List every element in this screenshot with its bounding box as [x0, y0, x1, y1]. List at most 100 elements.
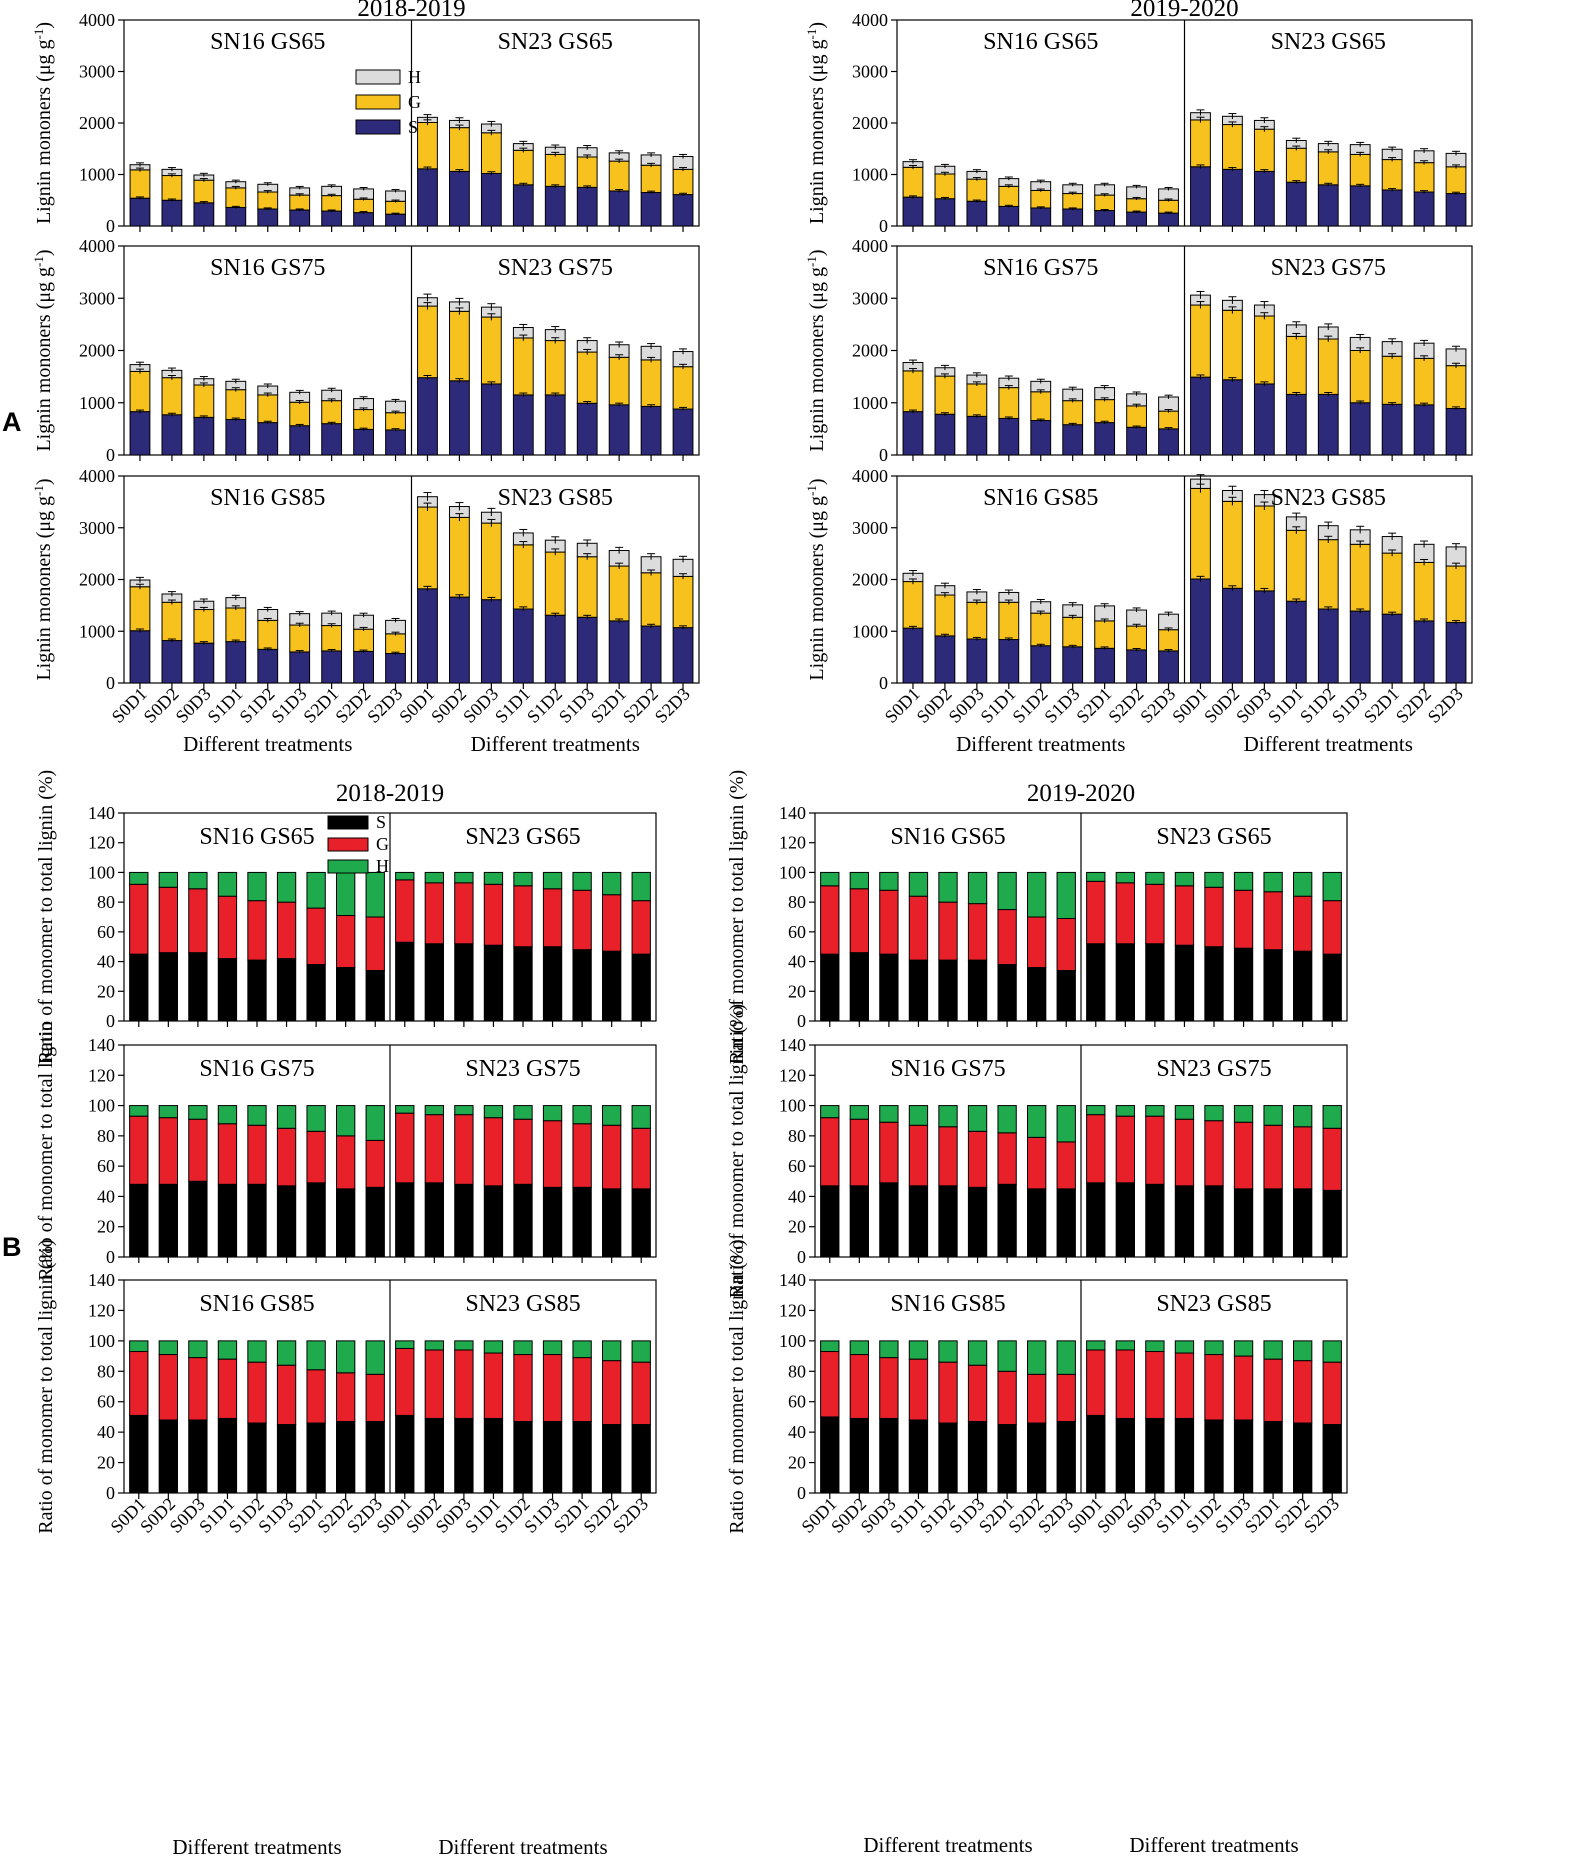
bar-segment-H	[602, 1105, 622, 1126]
bar-segment-S	[1174, 1185, 1195, 1258]
bar-segment-G	[1349, 543, 1371, 612]
bar-segment-H	[572, 1105, 592, 1125]
bar-segment-S	[1158, 212, 1179, 227]
panel-title: SN16 GS75	[199, 1056, 314, 1082]
legend-swatch-G	[327, 837, 369, 852]
y-axis-label-sup: -1	[31, 485, 46, 496]
x-tick-label: S0D3	[459, 684, 502, 727]
bar-segment-H	[158, 871, 178, 888]
panel-A-2018-2019-GS75: 0 1000 2000 3000 4000 Lignin mononers (μg g-1…	[31, 236, 700, 465]
bar-segment-S	[938, 1422, 958, 1494]
bar-segment-H	[602, 871, 622, 896]
x-tick-label: S0D2	[913, 684, 956, 727]
bar-segment-G	[1027, 1373, 1047, 1424]
bar-segment-S	[395, 941, 415, 1022]
y-axis-label-main: Lignin mononers (μg g	[33, 39, 55, 224]
bar-segment-S	[640, 405, 662, 456]
bar-segment-S	[938, 1185, 958, 1258]
bar-segment-G	[631, 1361, 651, 1426]
bar-segment-S	[306, 1422, 326, 1494]
y-tick-label: 140	[779, 1270, 806, 1290]
y-tick-label: 0	[106, 1483, 115, 1503]
y-tick-label: 140	[779, 1035, 806, 1055]
bar-segment-S	[1062, 208, 1084, 227]
bar-segment-S	[385, 213, 406, 227]
bar-segment-S	[672, 408, 694, 456]
y-tick-label: 120	[779, 1300, 806, 1320]
bar-segment-S	[480, 383, 502, 456]
bar-segment-S	[608, 404, 630, 456]
panel-A-2018-2019-GS85: 0 1000 2000 3000 4000 Lignin mononers (μg g-1…	[31, 466, 700, 756]
x-tick-label: S2D1	[587, 684, 630, 727]
x-tick-label: S1D1	[1264, 684, 1307, 727]
bar-segment-S	[483, 944, 504, 1022]
bar-segment-G	[512, 544, 534, 610]
bar-segment-S	[934, 413, 956, 456]
bar-segment-G	[672, 575, 694, 629]
bar-segment-S	[483, 1417, 504, 1494]
x-tick-label: S1D1	[203, 684, 246, 727]
bar-segment-G	[902, 581, 924, 629]
bar-segment-S	[1381, 189, 1403, 227]
x-tick-label: S2D2	[1104, 684, 1147, 727]
bar-segment-H	[129, 1105, 149, 1117]
y-axis-label-sup: -1	[804, 485, 819, 496]
bar-segment-G	[908, 1358, 929, 1421]
x-tick-label: S2D3	[363, 684, 406, 727]
bar-segment-G	[217, 1358, 238, 1419]
bar-segment-S	[1322, 1424, 1342, 1494]
panel-title: SN23 GS65	[465, 824, 580, 850]
bar-segment-H	[1126, 186, 1147, 200]
bar-segment-G	[1445, 166, 1467, 195]
bar-segment-G	[217, 1123, 238, 1185]
bar-segment-G	[544, 340, 566, 396]
bar-segment-G	[129, 169, 151, 199]
bar-segment-S	[934, 198, 956, 227]
y-tick-label: 20	[97, 1217, 115, 1237]
bar-segment-H	[631, 871, 651, 902]
bar-segment-H	[1174, 871, 1195, 887]
bar-segment-S	[225, 206, 247, 227]
bar-segment-S	[1222, 587, 1243, 684]
bar-segment-H	[938, 871, 958, 903]
bar-segment-S	[1263, 1188, 1283, 1258]
bar-segment-G	[225, 607, 247, 643]
bar-segment-G	[161, 377, 183, 416]
bar-segment-G	[158, 886, 178, 954]
bar-segment-S	[1062, 646, 1084, 684]
bar-segment-G	[1115, 1349, 1135, 1419]
bar-segment-S	[544, 614, 566, 684]
bar-segment-G	[1115, 1115, 1135, 1184]
bar-segment-S	[998, 205, 1020, 227]
bar-segment-S	[417, 377, 438, 456]
bar-segment-S	[306, 964, 326, 1022]
bar-segment-G	[1233, 889, 1254, 949]
bar-segment-S	[1263, 949, 1283, 1022]
panel-A-2019-2020-GS75: 0 1000 2000 3000 4000 Lignin mononers (μg g-1…	[804, 236, 1473, 465]
bar-segment-G	[321, 625, 343, 652]
y-tick-label: 20	[788, 981, 806, 1001]
bar-segment-G	[966, 383, 988, 417]
bar-segment-G	[572, 1123, 592, 1188]
y-tick-label: 20	[97, 981, 115, 1001]
y-tick-label: 20	[788, 1217, 806, 1237]
bar-segment-S	[997, 1424, 1017, 1494]
bar-segment-G	[608, 160, 630, 192]
bar-segment-H	[908, 1105, 929, 1126]
bar-segment-S	[1056, 1188, 1076, 1258]
bar-segment-G	[1174, 1118, 1195, 1187]
bar-segment-H	[849, 871, 869, 890]
bar-segment-G	[483, 883, 504, 946]
bar-segment-G	[353, 409, 374, 430]
bar-segment-S	[1174, 1417, 1195, 1494]
bar-segment-G	[1381, 355, 1403, 405]
y-axis-label-sup: -1	[31, 256, 46, 267]
bar-segment-G	[1263, 891, 1283, 951]
legend: SGH	[327, 812, 389, 876]
bar-segment-S	[1145, 943, 1165, 1022]
panel-B-2018-2019-GS75: 0 20 40 60 80 100 120 140 Ratio of monomer to to…	[35, 1021, 657, 1281]
bar-segment-G	[997, 909, 1017, 966]
bar-segment-S	[608, 620, 630, 684]
panel-letter-b: B	[2, 1232, 22, 1262]
